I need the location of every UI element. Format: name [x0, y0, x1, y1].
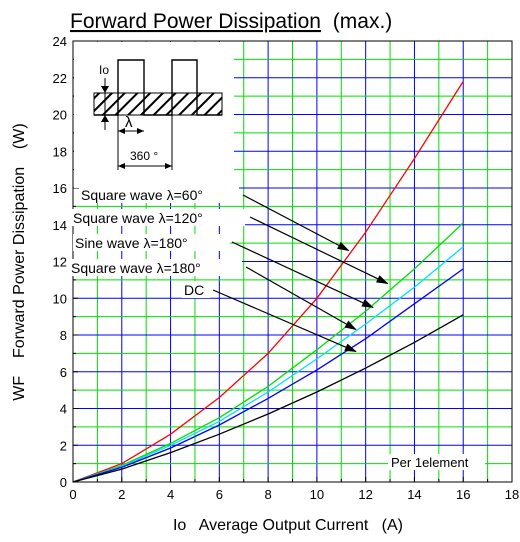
annotation-background: [388, 454, 485, 470]
series-lines: [72, 81, 464, 483]
series-label-arrow-4: [212, 289, 357, 353]
x-tick-label-12: 12: [358, 487, 372, 502]
series-label-bg-1: [71, 209, 245, 226]
series-label-0: Square wave λ=60°: [81, 187, 203, 203]
series-label-arrow-2: [231, 241, 374, 308]
y-axis-label: WF Forward Power Dissipation (W): [11, 123, 28, 400]
y-tick-label-20: 20: [53, 108, 67, 123]
y-tick-label-14: 14: [53, 218, 67, 233]
y-tick-label-16: 16: [53, 181, 67, 196]
series-label-bg-3: [69, 259, 242, 276]
y-tick-label-12: 12: [53, 255, 67, 270]
x-tick-label-16: 16: [456, 487, 470, 502]
y-tick-label-24: 24: [53, 34, 67, 49]
inset-period-arrow-right: [165, 163, 172, 169]
y-tick-label-22: 22: [53, 71, 67, 86]
series-labels: Square wave λ=60° Square wave λ=120° Sine …: [69, 186, 389, 353]
x-tick-label-14: 14: [407, 487, 421, 502]
y-tick-label-4: 4: [60, 402, 67, 417]
series-label-2: Sine wave λ=180°: [75, 235, 188, 251]
chart-title-main: Forward Power Dissipation: [70, 10, 321, 33]
series-label-arrow-1: [249, 216, 389, 285]
series-line-4: [72, 314, 464, 483]
x-tick-label-18: 18: [505, 487, 519, 502]
series-label-bg-2: [73, 234, 230, 251]
inset-lambda-arrow-right: [137, 128, 144, 134]
x-tick-label-6: 6: [216, 487, 223, 502]
inset-period-arrow-left: [118, 163, 125, 169]
inset-pulse-waveform: [94, 59, 222, 116]
series-label-bg-4: [182, 281, 210, 298]
chart-title: Forward Power Dissipation (max.): [70, 10, 392, 33]
inset-io-label: Io: [99, 63, 109, 77]
y-tick-label-2: 2: [60, 438, 67, 453]
series-line-0: [72, 81, 464, 483]
x-tick-label-4: 4: [167, 487, 174, 502]
series-label-1: Square wave λ=120°: [73, 210, 203, 226]
series-line-3: [72, 268, 464, 483]
inset-io-arrow-down: [101, 86, 109, 93]
series-line-2: [72, 246, 464, 483]
inset-io-arrow-up: [101, 115, 109, 122]
y-tick-label-0: 0: [60, 475, 67, 490]
y-tick-label-6: 6: [60, 365, 67, 380]
waveform-inset: Io λ 360 °: [74, 42, 234, 188]
inset-hatched-band: [94, 93, 222, 115]
per-element-annotation: Per 1element: [391, 455, 469, 470]
inset-lambda-arrow-left: [118, 128, 125, 134]
inset-period-label: 360 °: [130, 149, 158, 163]
inset-lambda-label: λ: [125, 114, 133, 131]
x-tick-label-10: 10: [310, 487, 324, 502]
chart-title-suffix: (max.): [333, 10, 393, 33]
x-tick-label-8: 8: [264, 487, 271, 502]
series-label-arrow-3: [245, 266, 357, 331]
y-tick-label-10: 10: [53, 291, 67, 306]
x-tick-label-2: 2: [118, 487, 125, 502]
series-line-1: [72, 222, 464, 483]
y-tick-label-8: 8: [60, 328, 67, 343]
series-label-3: Square wave λ=180°: [71, 260, 201, 276]
x-tick-label-0: 0: [69, 487, 76, 502]
series-label-4: DC: [184, 282, 204, 298]
x-axis-label: Io Average Output Current (A): [173, 517, 403, 534]
series-label-bg-0: [79, 186, 239, 203]
y-tick-label-18: 18: [53, 144, 67, 159]
series-label-arrow-0: [242, 194, 350, 252]
